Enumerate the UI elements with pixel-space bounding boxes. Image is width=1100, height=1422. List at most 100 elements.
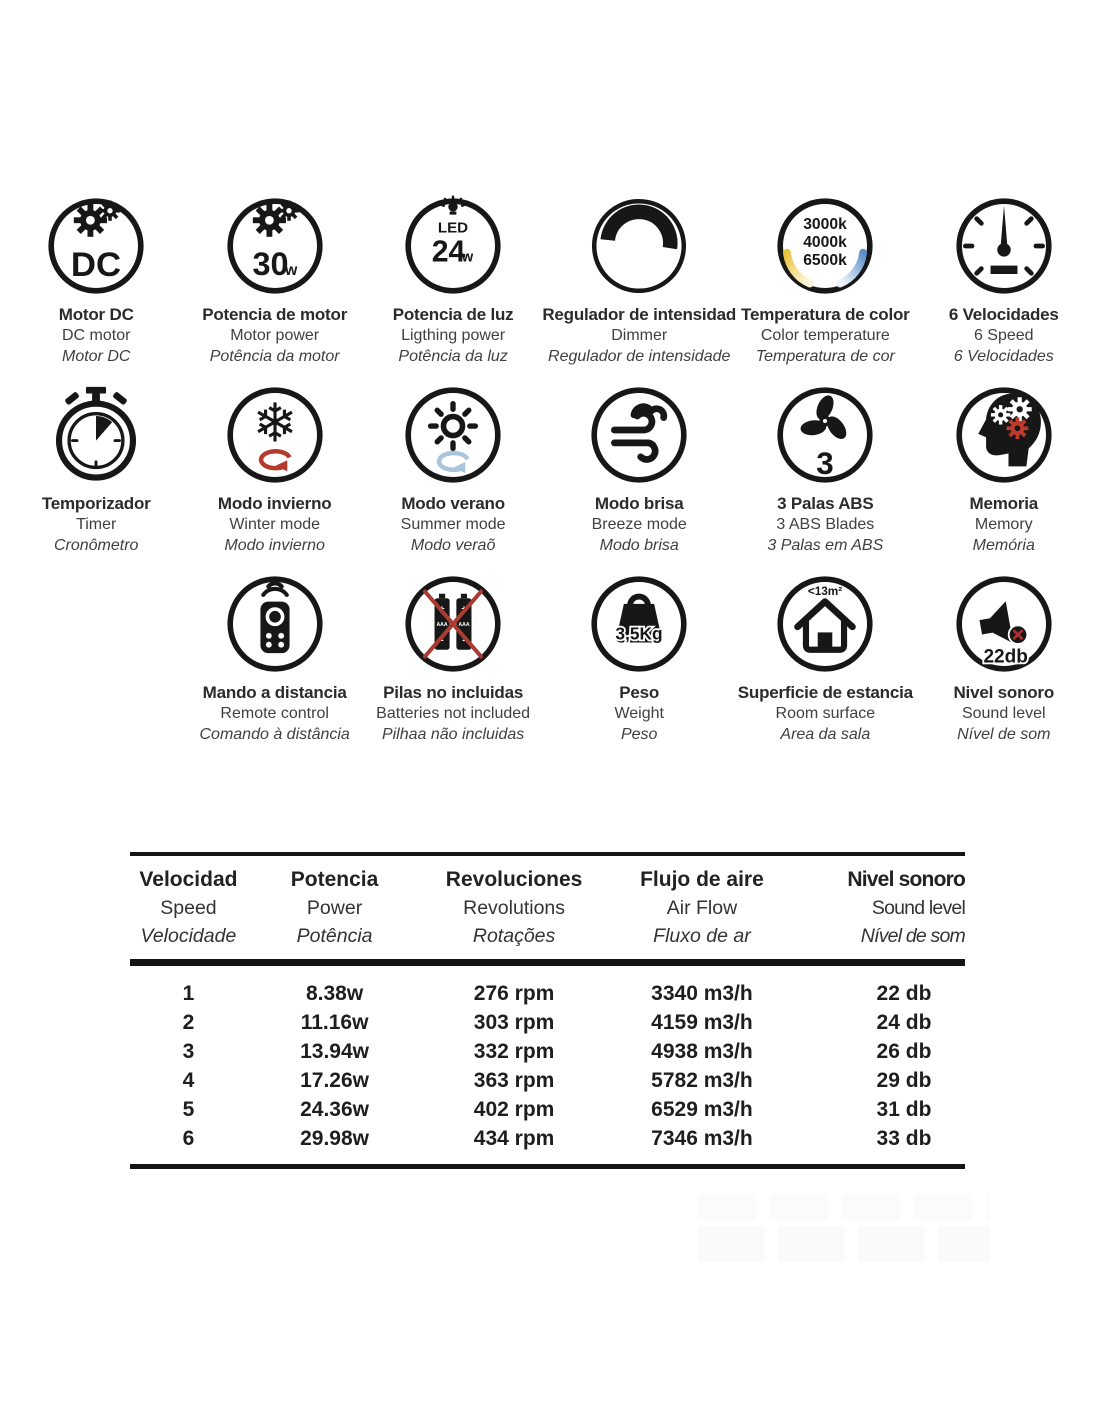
svg-text:24: 24 xyxy=(432,236,466,269)
table-row: 6 29.98w 434 rpm 7346 m3/h 33 db xyxy=(130,1124,965,1167)
feature-subtitle-pt: Comando à distância xyxy=(199,726,350,743)
faint-watermark xyxy=(698,1194,990,1268)
feature-batteries-not-included: + + AAA AAA - - Pilas no incluidas Batte… xyxy=(364,568,542,745)
feature-subtitle-en: Weight xyxy=(614,705,664,722)
dimmer-icon xyxy=(583,190,695,302)
cell-airflow: 3340 m3/h xyxy=(651,982,753,1005)
feature-subtitle-en: Ligthing power xyxy=(401,327,506,344)
batteries-icon: + + AAA AAA - - xyxy=(397,568,509,680)
svg-text:22db: 22db xyxy=(983,647,1027,668)
feature-title: 3 Palas ABS xyxy=(777,494,874,513)
cell-power: 13.94w xyxy=(300,1040,369,1063)
feature-subtitle-en: Motor power xyxy=(230,327,320,344)
col-header-sound-level: Nivel sonoro Sound level Nível de som xyxy=(797,854,966,966)
feature-breeze-mode: Modo brisa Breeze mode Modo brisa xyxy=(542,379,736,556)
cell-speed: 5 xyxy=(182,1098,195,1121)
feature-summer-mode: Modo verano Summer mode Modo veraõ xyxy=(364,379,542,556)
feature-subtitle-en: Memory xyxy=(974,516,1033,533)
cell-speed: 3 xyxy=(182,1040,195,1063)
feature-subtitle-en: Summer mode xyxy=(400,516,506,533)
svg-text:w: w xyxy=(284,262,298,279)
feature-title: Regulador de intensidad xyxy=(542,305,737,324)
cell-power: 11.16w xyxy=(300,1011,369,1034)
feature-subtitle-pt: Area da sala xyxy=(780,726,871,743)
feature-subtitle-en: 3 ABS Blades xyxy=(776,516,875,533)
light-power-icon: LED 24 w xyxy=(397,190,509,302)
feature-subtitle-en: Batteries not included xyxy=(376,705,531,722)
svg-text:LED: LED xyxy=(438,220,468,237)
feature-title: Temporizador xyxy=(41,494,151,513)
feature-subtitle-en: Winter mode xyxy=(229,516,321,533)
cell-power: 29.98w xyxy=(300,1127,369,1150)
color-temperature-icon: 3000k 4000k 6500k xyxy=(769,190,881,302)
feature-remote-control: Mando a distancia Remote control Comando… xyxy=(185,568,363,745)
feature-title: Memoria xyxy=(969,494,1039,513)
feature-subtitle-en: Remote control xyxy=(220,705,329,722)
cell-sound: 26 db xyxy=(876,1040,932,1063)
col-header-airflow: Flujo de aire Air Flow Fluxo de ar xyxy=(605,854,798,966)
svg-text:6500k: 6500k xyxy=(804,252,848,269)
cell-airflow: 4159 m3/h xyxy=(651,1011,753,1034)
feature-title: Temperatura de color xyxy=(741,305,910,324)
cell-airflow: 6529 m3/h xyxy=(651,1098,753,1121)
feature-subtitle-pt: Modo veraõ xyxy=(410,537,496,554)
speaker-mute-icon: 22db xyxy=(948,568,1060,680)
feature-subtitle-en: Room surface xyxy=(775,705,876,722)
cell-airflow: 4938 m3/h xyxy=(651,1040,753,1063)
feature-title: Superficie de estancia xyxy=(737,683,913,702)
svg-text:AAA: AAA xyxy=(459,622,470,628)
cell-sound: 29 db xyxy=(876,1069,932,1092)
feature-six-speeds: 6 Velocidades 6 Speed 6 Velocidades xyxy=(915,190,1093,367)
feature-title: Peso xyxy=(619,683,660,702)
cell-power: 8.38w xyxy=(305,982,364,1005)
feature-title: Pilas no incluidas xyxy=(383,683,524,702)
feature-subtitle-pt: Potência da motor xyxy=(209,348,340,365)
cell-rpm: 303 rpm xyxy=(473,1011,555,1034)
feature-subtitle-pt: 6 Velocidades xyxy=(953,348,1054,365)
cell-power: 17.26w xyxy=(300,1069,369,1092)
feature-memory: Memoria Memory Memória xyxy=(915,379,1093,556)
cell-speed: 2 xyxy=(182,1011,195,1034)
svg-text:❄: ❄ xyxy=(252,392,297,455)
sun-icon xyxy=(397,379,509,491)
feature-title: Motor DC xyxy=(58,305,134,324)
feature-subtitle-en: Breeze mode xyxy=(591,516,687,533)
feature-subtitle-pt: Motor DC xyxy=(61,348,131,365)
svg-text:3: 3 xyxy=(817,446,834,481)
cell-sound: 22 db xyxy=(876,982,932,1005)
cell-airflow: 7346 m3/h xyxy=(651,1127,753,1150)
feature-subtitle-en: Dimmer xyxy=(611,327,668,344)
feature-subtitle-pt: Pilhaa não incluidas xyxy=(381,726,525,743)
feature-motor-dc: DC Motor DC DC motor Motor DC xyxy=(7,190,185,367)
table-row: 1 8.38w 276 rpm 3340 m3/h 22 db xyxy=(130,963,965,1009)
feature-subtitle-en: Timer xyxy=(76,516,117,533)
feature-title: 6 Velocidades xyxy=(948,305,1059,324)
feature-winter-mode: ❄ Modo invierno Winter mode Modo inviern… xyxy=(185,379,363,556)
col-header-revolutions: Revoluciones Revolutions Rotações xyxy=(422,854,606,966)
feature-subtitle-en: DC motor xyxy=(61,327,131,344)
feature-subtitle-pt: Memória xyxy=(972,537,1035,554)
svg-text:AAA: AAA xyxy=(437,622,448,628)
feature-title: Modo brisa xyxy=(594,494,684,513)
cell-speed: 4 xyxy=(182,1069,195,1092)
table-row: 3 13.94w 332 rpm 4938 m3/h 26 db xyxy=(130,1037,965,1066)
feature-subtitle-pt: Potência da luz xyxy=(398,348,508,365)
svg-text:<13m²: <13m² xyxy=(808,585,842,598)
feature-light-power: LED 24 w Potencia de luz Ligthing power … xyxy=(364,190,542,367)
feature-subtitle-pt: 3 Palas em ABS xyxy=(767,537,884,554)
cell-rpm: 276 rpm xyxy=(473,982,555,1005)
remote-icon xyxy=(219,568,331,680)
col-header-power: Potencia Power Potência xyxy=(246,854,423,966)
feature-subtitle-pt: Nível de som xyxy=(957,726,1051,743)
feature-abs-blades: 3 3 Palas ABS 3 ABS Blades 3 Palas em AB… xyxy=(736,379,914,556)
svg-text:3,5Kg: 3,5Kg xyxy=(616,624,663,644)
motor-power-icon: 30 w xyxy=(219,190,331,302)
cell-sound: 24 db xyxy=(876,1011,932,1034)
svg-text:4000k: 4000k xyxy=(804,234,848,251)
cell-sound: 31 db xyxy=(876,1098,932,1121)
cell-rpm: 363 rpm xyxy=(473,1069,555,1092)
feature-subtitle-pt: Modo brisa xyxy=(599,537,679,554)
feature-title: Modo invierno xyxy=(217,494,332,513)
cell-sound: 33 db xyxy=(876,1127,932,1150)
